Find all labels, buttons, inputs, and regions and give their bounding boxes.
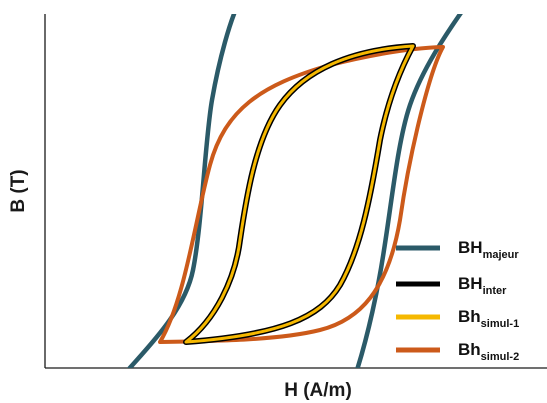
series-bh-majeur-left: [126, 14, 237, 368]
series-bh-simul-2: [158, 45, 445, 344]
curves-group: [126, 14, 463, 368]
legend-label-inter-sub: inter: [483, 285, 508, 297]
legend-label-majeur: BHmajeur: [458, 238, 519, 261]
legend-label-simul-2-main: Bh: [458, 340, 481, 359]
legend-label-simul-1-sub: simul-1: [481, 318, 520, 330]
legend-label-inter-main: BH: [458, 274, 483, 293]
legend-label-majeur-main: BH: [458, 238, 483, 257]
series-bh-majeur-right: [355, 14, 463, 368]
series-bh-simul-1: [184, 44, 415, 344]
legend-label-simul-2-sub: simul-2: [481, 351, 520, 363]
legend-label-inter: BHinter: [458, 274, 507, 297]
y-axis-label: B (T): [8, 169, 29, 212]
legend: BHmajeur BHinter Bhsimul-1 Bhsimul-2: [396, 238, 519, 363]
legend-label-majeur-sub: majeur: [483, 249, 520, 261]
x-axis-label: H (A/m): [284, 380, 352, 401]
series-bh-inter: [183, 43, 416, 345]
legend-label-simul-1: Bhsimul-1: [458, 307, 519, 330]
legend-label-simul-2: Bhsimul-2: [458, 340, 519, 363]
legend-label-simul-1-main: Bh: [458, 307, 481, 326]
